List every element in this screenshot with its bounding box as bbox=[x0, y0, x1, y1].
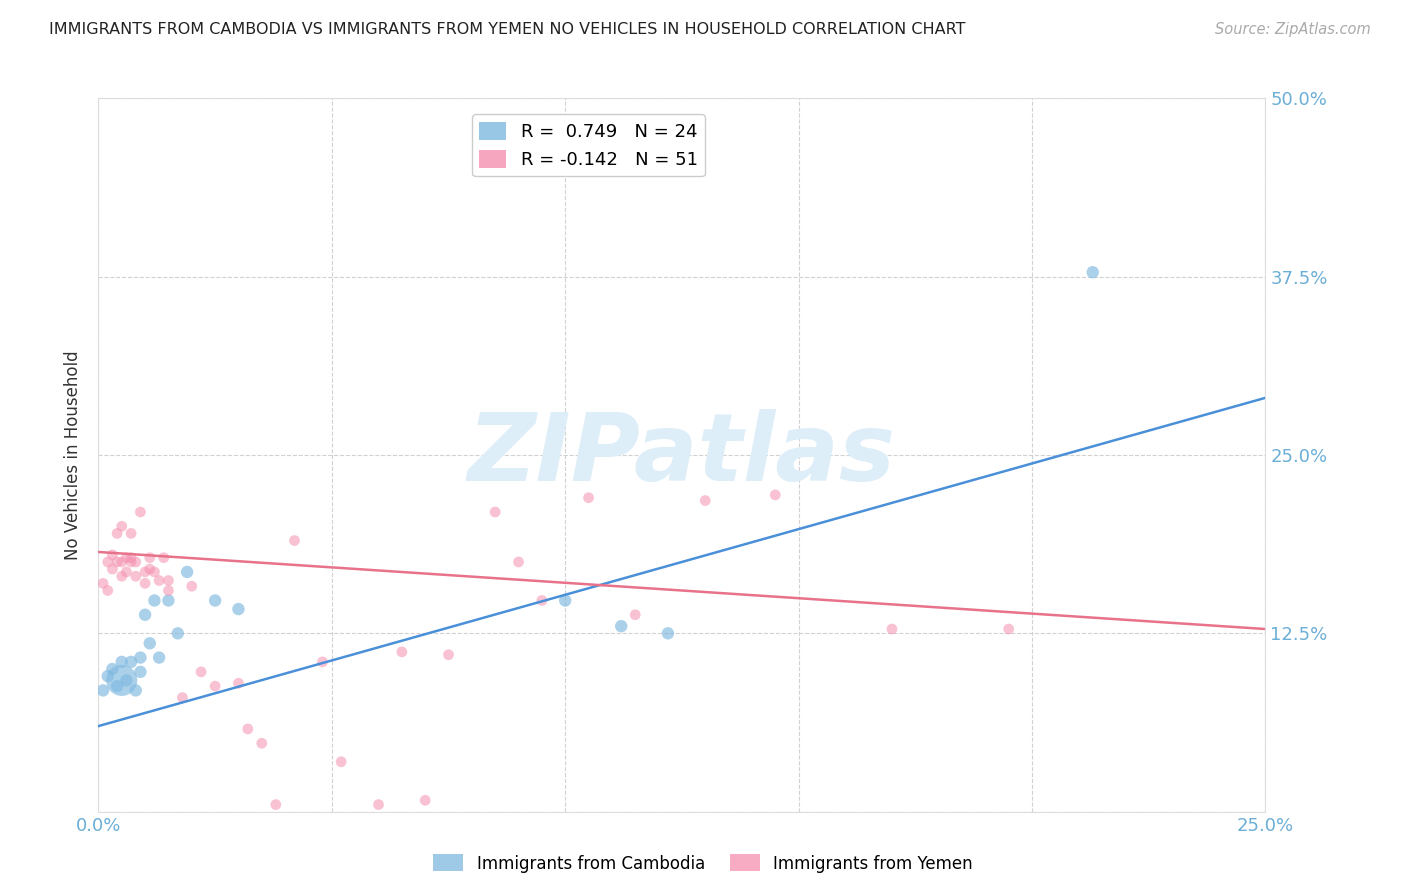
Point bbox=[264, 797, 287, 812]
Point bbox=[508, 555, 530, 569]
Point bbox=[139, 550, 162, 565]
Point bbox=[120, 655, 142, 669]
Legend: R =  0.749   N = 24, R = -0.142   N = 51: R = 0.749 N = 24, R = -0.142 N = 51 bbox=[472, 114, 704, 177]
Text: IMMIGRANTS FROM CAMBODIA VS IMMIGRANTS FROM YEMEN NO VEHICLES IN HOUSEHOLD CORRE: IMMIGRANTS FROM CAMBODIA VS IMMIGRANTS F… bbox=[49, 22, 966, 37]
Point bbox=[111, 655, 134, 669]
Point bbox=[413, 793, 436, 807]
Legend: Immigrants from Cambodia, Immigrants from Yemen: Immigrants from Cambodia, Immigrants fro… bbox=[426, 847, 980, 880]
Point bbox=[172, 690, 194, 705]
Point bbox=[105, 526, 128, 541]
Point bbox=[101, 662, 124, 676]
Point bbox=[763, 488, 786, 502]
Point bbox=[152, 550, 174, 565]
Point bbox=[578, 491, 600, 505]
Point bbox=[111, 569, 134, 583]
Point bbox=[143, 565, 166, 579]
Point bbox=[139, 562, 162, 576]
Point bbox=[880, 622, 903, 636]
Point bbox=[111, 673, 134, 688]
Point bbox=[115, 550, 138, 565]
Point bbox=[120, 550, 142, 565]
Point bbox=[115, 565, 138, 579]
Point bbox=[610, 619, 633, 633]
Point bbox=[283, 533, 305, 548]
Point bbox=[176, 565, 198, 579]
Point bbox=[125, 683, 148, 698]
Point bbox=[97, 583, 120, 598]
Point bbox=[1081, 265, 1104, 279]
Point bbox=[105, 555, 128, 569]
Point bbox=[120, 555, 142, 569]
Text: Source: ZipAtlas.com: Source: ZipAtlas.com bbox=[1215, 22, 1371, 37]
Point bbox=[157, 574, 180, 588]
Point bbox=[97, 555, 120, 569]
Point bbox=[111, 519, 134, 533]
Point bbox=[91, 683, 114, 698]
Point bbox=[101, 548, 124, 562]
Point bbox=[657, 626, 679, 640]
Point bbox=[391, 645, 413, 659]
Point bbox=[115, 673, 138, 688]
Point bbox=[530, 593, 553, 607]
Point bbox=[554, 593, 576, 607]
Point bbox=[695, 493, 717, 508]
Point bbox=[101, 562, 124, 576]
Point bbox=[204, 679, 226, 693]
Point bbox=[134, 565, 156, 579]
Point bbox=[437, 648, 460, 662]
Point bbox=[120, 526, 142, 541]
Point bbox=[105, 679, 128, 693]
Point bbox=[134, 607, 156, 622]
Point bbox=[367, 797, 389, 812]
Point bbox=[166, 626, 188, 640]
Point bbox=[484, 505, 506, 519]
Point bbox=[129, 505, 152, 519]
Point bbox=[997, 622, 1019, 636]
Point bbox=[228, 602, 250, 616]
Point bbox=[143, 593, 166, 607]
Text: ZIPatlas: ZIPatlas bbox=[468, 409, 896, 501]
Point bbox=[157, 583, 180, 598]
Point bbox=[129, 650, 152, 665]
Point bbox=[180, 579, 202, 593]
Point bbox=[129, 665, 152, 679]
Point bbox=[250, 736, 273, 750]
Point bbox=[111, 555, 134, 569]
Point bbox=[330, 755, 353, 769]
Point bbox=[228, 676, 250, 690]
Point bbox=[148, 574, 170, 588]
Y-axis label: No Vehicles in Household: No Vehicles in Household bbox=[65, 350, 83, 560]
Point bbox=[125, 569, 148, 583]
Point bbox=[139, 636, 162, 650]
Point bbox=[91, 576, 114, 591]
Point bbox=[125, 555, 148, 569]
Point bbox=[204, 593, 226, 607]
Point bbox=[148, 650, 170, 665]
Point bbox=[97, 669, 120, 683]
Point bbox=[236, 722, 259, 736]
Point bbox=[311, 655, 333, 669]
Point bbox=[157, 593, 180, 607]
Point bbox=[134, 576, 156, 591]
Point bbox=[624, 607, 647, 622]
Point bbox=[190, 665, 212, 679]
